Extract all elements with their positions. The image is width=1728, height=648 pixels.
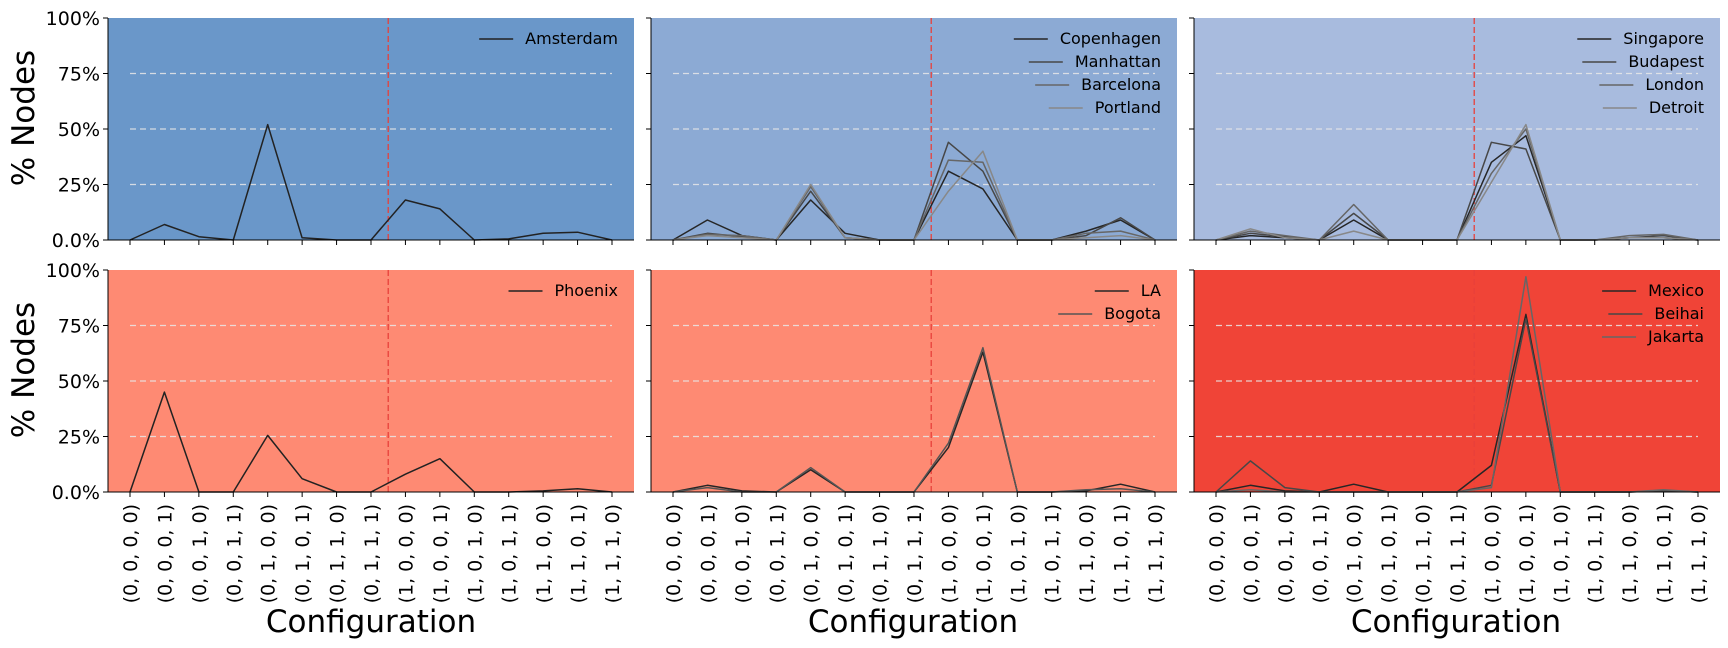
x-tick-label: (0, 1, 0, 1) xyxy=(1378,504,1400,603)
y-tick-label: 0.0% xyxy=(52,482,100,504)
y-tick-label: 100% xyxy=(46,8,100,30)
y-tick-label: 25% xyxy=(58,175,100,197)
x-tick-label: (0, 0, 1, 0) xyxy=(189,504,211,603)
x-tick-label: (0, 0, 0, 0) xyxy=(120,504,142,603)
y-tick-label: 25% xyxy=(58,427,100,449)
x-tick-label: (0, 1, 0, 0) xyxy=(801,504,823,603)
x-tick-label: (0, 0, 1, 0) xyxy=(1275,504,1297,603)
panel-bottom-right: (0, 0, 0, 0) (0, 0, 0, 1) (0, 0, 1, 0) (0, … xyxy=(1189,269,1720,603)
legend-label: London xyxy=(1645,75,1704,94)
x-axis-title-right: Configuration xyxy=(1351,604,1561,640)
panel-top-middle: Copenhagen Manhattan Barcelona Portland xyxy=(646,17,1177,245)
x-tick-label: (1, 0, 0, 1) xyxy=(973,504,995,603)
y-tick-label: 75% xyxy=(58,64,100,86)
x-tick-label: (1, 0, 0, 1) xyxy=(430,504,452,603)
x-tick-label: (0, 0, 1, 1) xyxy=(766,504,788,603)
x-tick-label: (1, 0, 1, 0) xyxy=(1550,504,1572,603)
legend-label: Copenhagen xyxy=(1060,29,1161,48)
x-tick-label: (1, 1, 1, 0) xyxy=(1688,504,1710,603)
legend: Amsterdam xyxy=(479,29,618,48)
x-tick-label: (1, 0, 0, 1) xyxy=(1516,504,1538,603)
legend-label: Singapore xyxy=(1623,29,1704,48)
legend-label: LA xyxy=(1141,281,1161,300)
x-tick-label: (0, 0, 1, 1) xyxy=(223,504,245,603)
legend-label: Portland xyxy=(1095,98,1161,117)
x-axis-title-left: Configuration xyxy=(266,604,476,640)
x-tick-label: (0, 1, 1, 0) xyxy=(1413,504,1435,603)
x-tick-label: (1, 0, 1, 0) xyxy=(464,504,486,603)
y-tick-label: 75% xyxy=(58,316,100,338)
x-tick-label: (1, 1, 1, 0) xyxy=(602,504,624,603)
legend-label: Barcelona xyxy=(1081,75,1161,94)
x-tick-label: (0, 1, 1, 1) xyxy=(361,504,383,603)
x-tick-label: (1, 0, 1, 1) xyxy=(1585,504,1607,603)
x-tick-label: (0, 1, 1, 1) xyxy=(1447,504,1469,603)
chart-panels: 0.0% 25% 50% 75% 100% Amsterdam Copenhagen Manh… xyxy=(46,8,1720,603)
legend: LA Bogota xyxy=(1058,281,1161,323)
panel-top-right: Singapore Budapest London Detroit xyxy=(1189,17,1720,245)
x-tick-label: (1, 1, 0, 0) xyxy=(533,504,555,603)
legend: Phoenix xyxy=(508,281,618,300)
x-tick-label: (0, 0, 0, 1) xyxy=(1240,504,1262,603)
x-tick-label: (1, 1, 0, 1) xyxy=(568,504,590,603)
x-tick-label: (1, 1, 0, 0) xyxy=(1619,504,1641,603)
legend-label: Manhattan xyxy=(1075,52,1161,71)
x-tick-label: (0, 0, 1, 0) xyxy=(732,504,754,603)
legend-label: Mexico xyxy=(1648,281,1704,300)
x-tick-label: (1, 0, 1, 1) xyxy=(499,504,521,603)
legend-label: Beihai xyxy=(1654,304,1704,323)
x-tick-label: (1, 1, 0, 1) xyxy=(1111,504,1133,603)
legend-label: Bogota xyxy=(1104,304,1161,323)
legend: Copenhagen Manhattan Barcelona Portland xyxy=(1013,29,1161,117)
row-top-ylabel: % Nodes xyxy=(6,50,42,186)
y-axis-title-bottom: % Nodes xyxy=(6,302,42,438)
y-tick-label: 0.0% xyxy=(52,230,100,252)
x-tick-label: (1, 1, 0, 1) xyxy=(1654,504,1676,603)
x-tick-label: (1, 0, 1, 1) xyxy=(1042,504,1064,603)
panel-bottom-middle: (0, 0, 0, 0) (0, 0, 0, 1) (0, 0, 1, 0) (0, … xyxy=(646,269,1177,603)
x-tick-label: (0, 1, 1, 0) xyxy=(327,504,349,603)
x-tick-label: (1, 0, 1, 0) xyxy=(1007,504,1029,603)
x-tick-label: (1, 0, 0, 0) xyxy=(1481,504,1503,603)
x-tick-label: (0, 0, 0, 0) xyxy=(663,504,685,603)
panel-top-left: 0.0% 25% 50% 75% 100% Amsterdam xyxy=(46,8,634,252)
x-tick-label: (0, 1, 0, 0) xyxy=(258,504,280,603)
x-tick-label: (1, 1, 0, 0) xyxy=(1076,504,1098,603)
x-tick-label: (0, 0, 1, 1) xyxy=(1309,504,1331,603)
x-tick-label: (0, 1, 0, 1) xyxy=(835,504,857,603)
x-tick-label: (1, 1, 1, 0) xyxy=(1145,504,1167,603)
row-bottom-ylabel: % Nodes xyxy=(6,302,42,438)
x-tick-label: (1, 0, 0, 0) xyxy=(395,504,417,603)
y-tick-label: 100% xyxy=(46,260,100,282)
y-tick-label: 50% xyxy=(58,119,100,141)
panel-bottom-left: 0.0% 25% 50% 75% 100% (0, 0, 0, 0) (0, 0, 0, 1… xyxy=(46,260,634,603)
legend: Singapore Budapest London Detroit xyxy=(1577,29,1704,117)
x-tick-label: (0, 1, 1, 0) xyxy=(870,504,892,603)
x-tick-label: (1, 0, 0, 0) xyxy=(938,504,960,603)
legend-label: Budapest xyxy=(1628,52,1704,71)
legend-label: Detroit xyxy=(1649,98,1704,117)
x-tick-label: (0, 0, 0, 1) xyxy=(154,504,176,603)
x-tick-label: (0, 1, 0, 1) xyxy=(292,504,314,603)
y-tick-label: 50% xyxy=(58,371,100,393)
x-tick-label: (0, 1, 0, 0) xyxy=(1344,504,1366,603)
legend-label: Jakarta xyxy=(1647,327,1704,346)
x-tick-label: (0, 0, 0, 0) xyxy=(1206,504,1228,603)
legend-label: Amsterdam xyxy=(525,29,618,48)
y-axis-title-top: % Nodes xyxy=(6,50,42,186)
legend: Mexico Beihai Jakarta xyxy=(1602,281,1704,346)
legend-label: Phoenix xyxy=(555,281,618,300)
x-tick-label: (0, 0, 0, 1) xyxy=(697,504,719,603)
x-tick-label: (0, 1, 1, 1) xyxy=(904,504,926,603)
x-axis-title-middle: Configuration xyxy=(808,604,1018,640)
